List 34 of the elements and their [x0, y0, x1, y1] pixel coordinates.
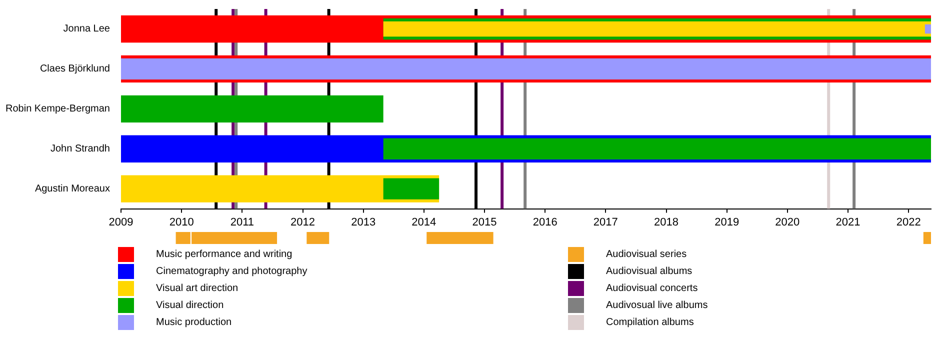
x-tick-label: 2016: [532, 216, 558, 228]
legend-label: Visual art direction: [156, 282, 238, 294]
y-tick-label: Jonna Lee: [63, 24, 110, 35]
bar: [923, 232, 931, 244]
x-tick-label: 2009: [108, 216, 134, 228]
x-tick-label: 2021: [836, 216, 860, 228]
legend-label: Music performance and writing: [156, 248, 292, 260]
y-tick-label: Claes Björklund: [40, 64, 110, 75]
x-tick-label: 2015: [472, 216, 497, 228]
x-tick-label: 2017: [593, 216, 618, 228]
bar: [306, 232, 330, 244]
x-tick-label: 2018: [654, 216, 678, 228]
legend-label: Audivosual live albums: [606, 300, 708, 310]
y-tick-label: Robin Kempe-Bergman: [6, 104, 110, 115]
legend-label: Visual direction: [156, 300, 224, 310]
legend-label: Cinematography and photography: [156, 266, 308, 276]
x-tick-label: 2022: [896, 216, 921, 228]
y-tick-label: John Strandh: [50, 144, 110, 155]
x-tick-label: 2011: [230, 216, 254, 228]
x-tick-label: 2012: [290, 216, 315, 228]
legend-label: Audiovisual concerts: [606, 282, 698, 294]
x-tick-label: 2014: [412, 216, 436, 228]
x-tick-label: 2019: [714, 216, 740, 228]
legend-label: Audiovisual albums: [606, 266, 692, 276]
bar: [383, 138, 931, 160]
y-tick-label: Agustin Moreaux: [34, 184, 110, 195]
legend-label: Music production: [156, 316, 232, 328]
legend-label: Audiovisual series: [606, 248, 687, 260]
x-tick-label: 2020: [775, 216, 800, 228]
bar: [383, 178, 440, 200]
bar: [426, 232, 494, 244]
x-tick-label: 2010: [169, 216, 194, 228]
legend-label: Compilation albums: [606, 316, 694, 328]
x-tick-label: 2013: [351, 216, 376, 228]
